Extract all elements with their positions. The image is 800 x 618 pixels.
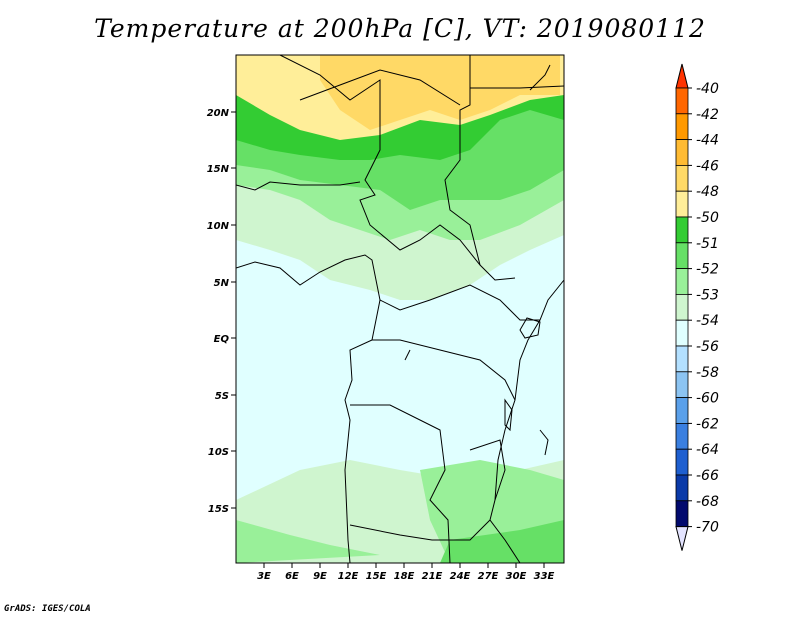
lon-tick-label: 30E: [506, 571, 527, 582]
colorbar-swatch: [675, 164, 689, 192]
lat-tick-label: 10S: [208, 447, 229, 458]
colorbar-swatch: [675, 422, 689, 450]
colorbar-swatch: [675, 448, 689, 476]
lon-tick-label: 6E: [285, 571, 299, 582]
lake-outline: [519, 317, 541, 339]
border-line: [350, 404, 451, 563]
map-title: Temperature at 200hPa [C], VT: 201908011…: [94, 14, 706, 43]
lat-tick-label: 10N: [207, 221, 230, 232]
colorbar-level-label: -68: [696, 494, 719, 510]
lon-axis: 3E 6E 9E 12E 15E 18E 21E 24E 27E 30E 33E: [257, 563, 555, 582]
lat-tick-label: 15S: [208, 504, 229, 515]
field-band-south-minus51: [440, 520, 564, 563]
colorbar-top-arrow: [675, 63, 689, 89]
colorbar-swatch: [675, 319, 689, 347]
lon-tick-label: 9E: [313, 571, 327, 582]
border-line: [299, 69, 461, 106]
west-coastline: [236, 254, 381, 563]
lake-outline: [404, 349, 411, 361]
border-line: [379, 284, 540, 321]
colorbar-level-label: -46: [696, 158, 719, 174]
colorbar-level-label: -52: [696, 262, 719, 278]
border-line: [470, 85, 564, 89]
lon-tick-label: 15E: [366, 571, 387, 582]
colorbar-swatch: [675, 139, 689, 166]
colorbar-level-label: -64: [696, 442, 719, 458]
lat-axis: 20N 15N 10N 5N EQ 5S 10S 15S: [207, 108, 236, 515]
lon-tick-label: 12E: [338, 571, 359, 582]
lon-tick-label: 21E: [422, 571, 443, 582]
lat-tick-label: EQ: [214, 334, 230, 345]
border-line: [236, 181, 361, 191]
colorbar-level-label: -48: [696, 184, 719, 200]
border-line: [469, 439, 506, 501]
lon-tick-label: 27E: [478, 571, 499, 582]
colorbar-swatch: [675, 345, 689, 373]
colorbar-level-label: -56: [696, 339, 719, 355]
colorbar-level-label: -62: [696, 416, 719, 432]
colorbar-level-label: -58: [696, 365, 719, 381]
colorbar-swatch: [675, 113, 689, 141]
lon-tick-label: 24E: [450, 571, 471, 582]
east-coastline: [489, 279, 564, 563]
lake-outline: [539, 429, 549, 456]
credit-label: GrADS: IGES/COLA: [4, 604, 91, 614]
colorbar-level-label: -42: [696, 107, 719, 123]
colorbar-swatch: [675, 474, 689, 502]
lon-tick-label: 18E: [394, 571, 415, 582]
colorbar-legend: -40 -42 -44 -46 -48 -50 -51 -52 -53 -54 -56 -58 -60 -…: [675, 63, 719, 551]
border-line: [372, 339, 516, 401]
colorbar-swatch: [675, 500, 689, 527]
colorbar-level-label: -66: [696, 468, 719, 484]
colorbar-swatch: [675, 216, 689, 244]
colorbar-level-label: -53: [696, 287, 719, 303]
colorbar-swatch: [675, 293, 689, 321]
colorbar-swatch: [675, 87, 689, 115]
lat-tick-label: 15N: [207, 164, 230, 175]
colorbar-swatch: [675, 268, 689, 295]
colorbar-level-label: -40: [696, 81, 719, 97]
lat-tick-label: 20N: [207, 108, 230, 119]
border-line: [279, 55, 516, 281]
border-line: [444, 55, 481, 266]
colorbar-swatch: [675, 371, 689, 398]
colorbar-level-label: -44: [696, 133, 719, 149]
colorbar-swatch: [675, 397, 689, 424]
colorbar-swatch: [675, 242, 689, 270]
colorbar-level-label: -70: [696, 520, 719, 536]
lat-tick-label: 5N: [214, 278, 230, 289]
border-line: [349, 519, 491, 541]
plot-frame: [235, 54, 565, 564]
lake-outline: [504, 398, 513, 432]
colorbar-level-label: -50: [696, 210, 719, 226]
lon-tick-label: 3E: [257, 571, 271, 582]
colorbar-swatch: [675, 190, 689, 218]
colorbar-bottom-arrow: [675, 526, 689, 551]
lat-tick-label: 5S: [215, 391, 229, 402]
colorbar-level-label: -54: [696, 313, 719, 329]
colorbar-level-label: -51: [696, 236, 719, 252]
colorbar-level-label: -60: [696, 391, 719, 407]
temperature-field: [236, 55, 564, 563]
coastlines-borders: [236, 55, 564, 563]
lon-tick-label: 33E: [534, 571, 555, 582]
border-line: [529, 64, 551, 91]
field-band-sw-minus52: [236, 520, 380, 563]
